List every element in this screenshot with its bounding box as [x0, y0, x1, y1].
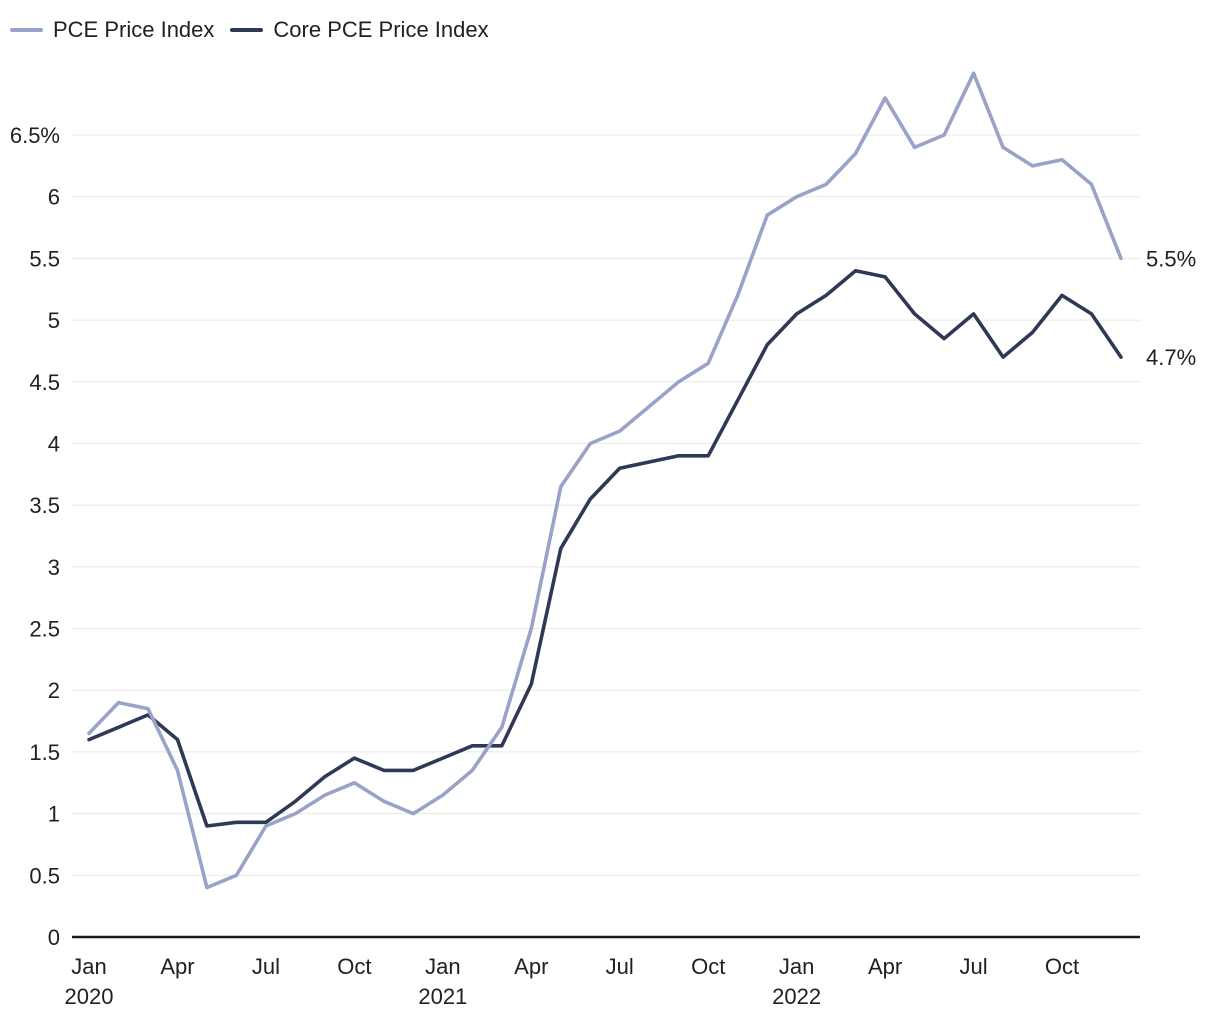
y-tick-label: 2.5 — [29, 617, 60, 642]
core-pce-price-index-line — [87, 268, 1123, 828]
pce-price-index-line — [87, 71, 1123, 890]
y-tick-label: 5.5 — [29, 246, 60, 271]
y-tick-label: 1.5 — [29, 740, 60, 765]
x-tick-label: Oct — [1045, 954, 1079, 979]
x-tick-label: Apr — [514, 954, 548, 979]
series-end-value-label: 5.5% — [1146, 246, 1196, 271]
legend-item-pce-price-index: PCE Price Index — [10, 19, 214, 41]
gridlines — [72, 134, 1140, 876]
x-axis-labels: Jan 2020 Apr Jul Oct Jan 2021 Apr Jul Oct Jan 2022 A… — [65, 954, 1080, 1009]
x-tick-label: Jan — [425, 954, 460, 979]
y-tick-label: 3.5 — [29, 493, 60, 518]
y-tick-label: 3 — [48, 555, 60, 580]
x-tick-year-label: 2021 — [418, 984, 467, 1009]
x-tick-label: Apr — [160, 954, 194, 979]
y-tick-label: 2 — [48, 678, 60, 703]
x-tick-label: Jan — [71, 954, 106, 979]
x-tick-year-label: 2022 — [772, 984, 821, 1009]
x-tick-label: Jan — [779, 954, 814, 979]
legend-item-core-pce-price-index: Core PCE Price Index — [230, 17, 489, 42]
y-axis-labels: 6.5% 6 5.5 5 4.5 4 3.5 3 2.5 2 1.5 1 0.5 0 — [10, 123, 60, 950]
y-tick-label: 6 — [48, 185, 60, 210]
x-tick-label: Oct — [691, 954, 725, 979]
x-tick-label: Apr — [868, 954, 902, 979]
y-tick-label: 1 — [48, 802, 60, 827]
series-end-value-label: 4.7% — [1146, 345, 1196, 370]
x-tick-label: Oct — [337, 954, 371, 979]
x-tick-label: Jul — [960, 954, 988, 979]
x-tick-year-label: 2020 — [65, 984, 114, 1009]
y-tick-label: 4 — [48, 431, 60, 456]
pce-line-swatch-icon — [10, 28, 43, 32]
x-tick-label: Jul — [252, 954, 280, 979]
y-tick-label: 0.5 — [29, 863, 60, 888]
y-tick-label: 5 — [48, 308, 60, 333]
core-pce-line-swatch-icon — [230, 28, 264, 32]
x-tick-label: Jul — [606, 954, 634, 979]
y-tick-label: 0 — [48, 925, 60, 950]
y-tick-label: 6.5% — [10, 123, 60, 148]
legend-label-core-pce: Core PCE Price Index — [273, 17, 489, 42]
legend-label-pce: PCE Price Index — [53, 17, 215, 42]
y-tick-label: 4.5 — [29, 370, 60, 395]
chart-legend: PCE Price Index Core PCE Price Index — [10, 19, 489, 41]
